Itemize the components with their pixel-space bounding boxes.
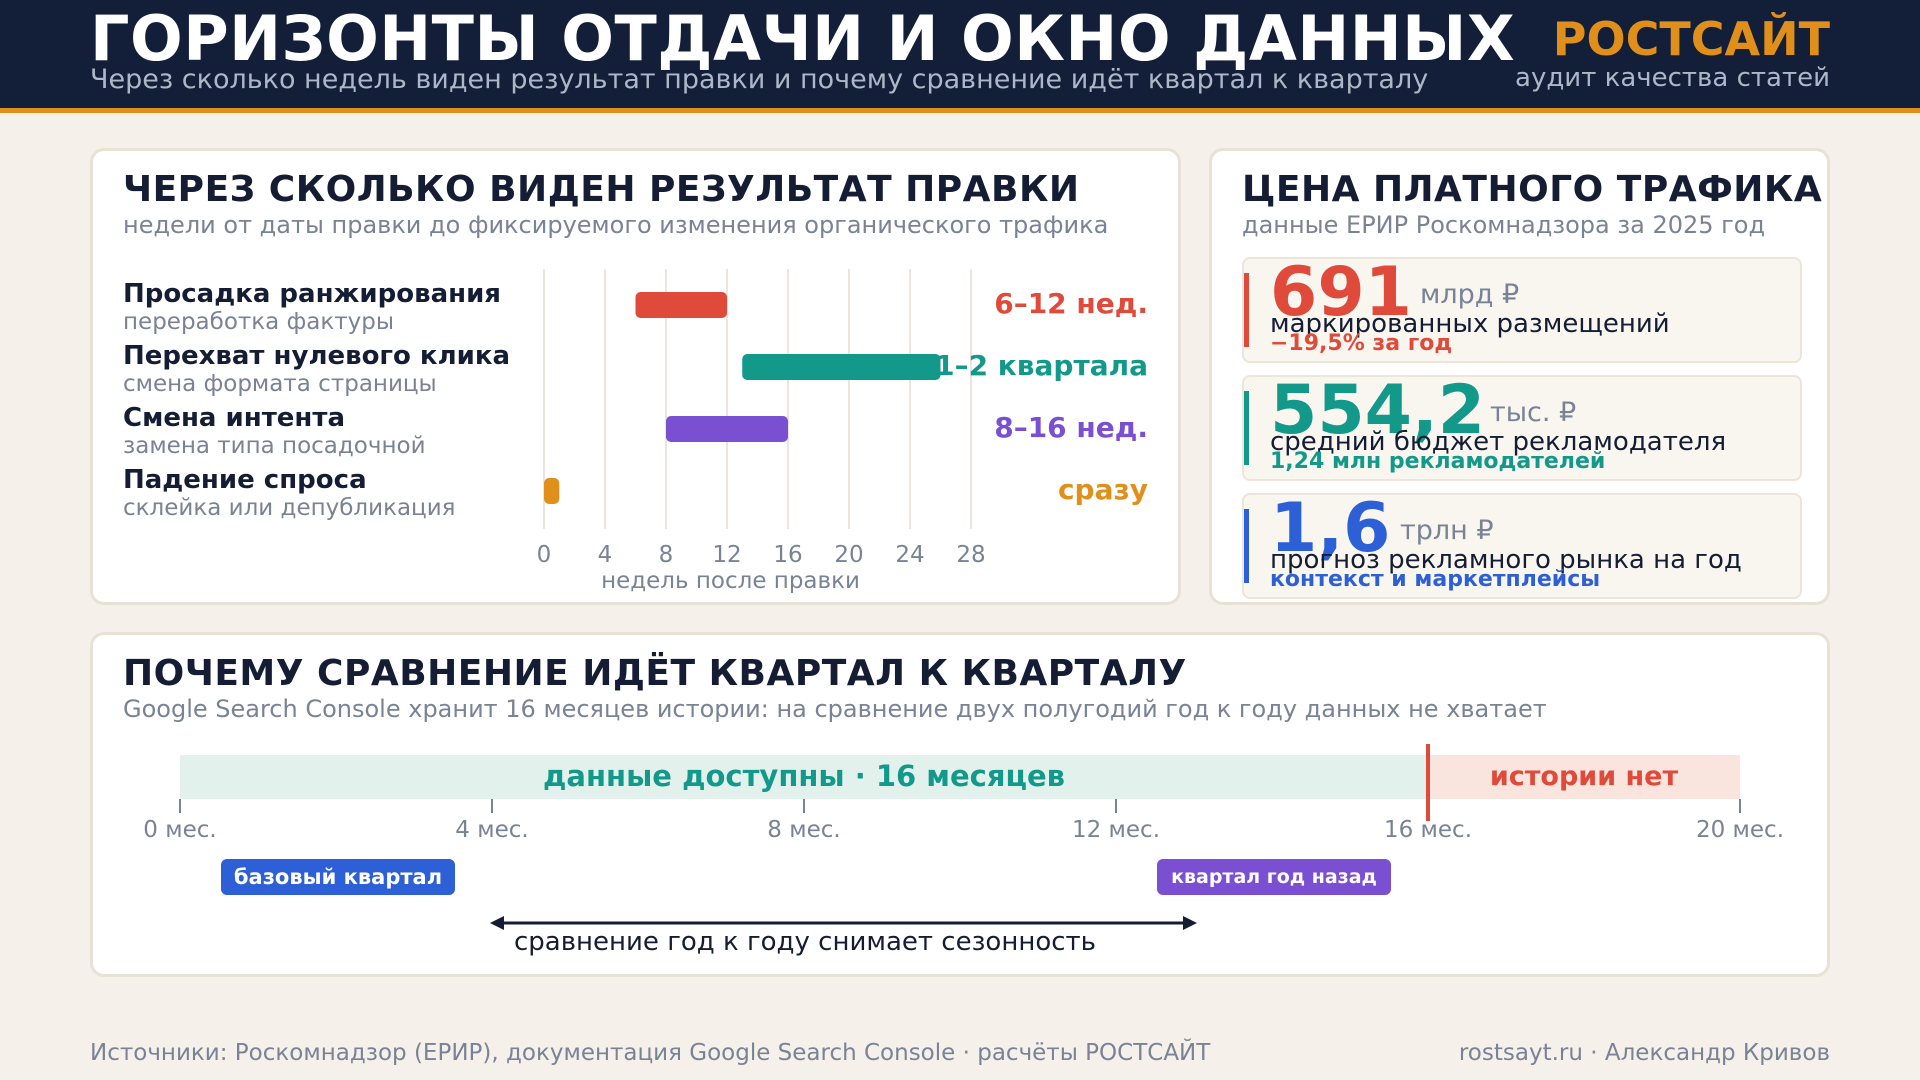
quarter-comparison-card: ПОЧЕМУ СРАВНЕНИЕ ИДЁТ КВАРТАЛ К КВАРТАЛУ… [90, 632, 1830, 977]
lag-chart-svg: 0 4 8 12 16 20 24 28 недель после правки [537, 269, 986, 594]
arrow-head-left [490, 916, 504, 930]
range-bar [742, 354, 941, 380]
lag-row-value: 6–12 нед. [994, 287, 1148, 320]
stat-description: средний бюджет рекламодателя [1270, 427, 1727, 457]
footer-sources: Источники: Роскомнадзор (ЕРИР), документ… [90, 1040, 1211, 1066]
stat-value: 554,2 [1270, 371, 1486, 450]
lag-row-title: Просадка ранжирования [123, 279, 501, 309]
timeline-tick-label: 12 мес. [1071, 817, 1161, 843]
lag-card-subtitle: недели от даты правки до фиксируемого из… [123, 211, 1109, 239]
no-history-segment-label: истории нет [1489, 761, 1679, 792]
history-window-svg [179, 744, 1741, 930]
lag-row-value: 8–16 нед. [994, 411, 1148, 444]
x-tick-label: 0 [537, 542, 552, 568]
stat-note: контекст и маркетплейсы [1270, 567, 1601, 592]
lag-row-label: Смена интента замена типа посадочной [123, 403, 426, 459]
timeline-tick-label: 8 мес. [767, 817, 841, 843]
price-card-subtitle: данные ЕРИР Роскомнадзора за 2025 год [1242, 211, 1766, 239]
missing-history-segment [1428, 755, 1740, 799]
lag-row-subtitle: переработка фактуры [123, 309, 395, 335]
x-tick-label: 16 [773, 542, 802, 568]
stat-card: 691 млрд ₽ маркированных размещений −19,… [1242, 253, 1802, 363]
stat-accent-bar [1244, 509, 1249, 583]
x-axis-label: недель после правки [601, 568, 860, 594]
available-segment-label: данные доступны · 16 месяцев [543, 759, 1065, 793]
stat-card: 1,6 трлн ₽ прогноз рекламного рынка на г… [1242, 489, 1802, 599]
range-bar [666, 416, 788, 442]
arrow-head-right [1183, 916, 1197, 930]
timeline-tick-label: 20 мес. [1695, 817, 1785, 843]
stat-accent-bar [1244, 391, 1249, 465]
lag-row-label: Падение спроса склейка или депубликация [123, 465, 456, 521]
footer-author: rostsayt.ru · Александр Кривов [1458, 1040, 1830, 1066]
stat-unit: тыс. ₽ [1490, 397, 1577, 428]
page-subtitle: Через сколько недель виден результат пра… [90, 64, 1429, 95]
quarter-card-title: ПОЧЕМУ СРАВНЕНИЕ ИДЁТ КВАРТАЛ К КВАРТАЛУ [123, 653, 1187, 694]
lag-row-value: 1–2 квартала [935, 349, 1148, 382]
timeline-tick-label: 0 мес. [143, 817, 217, 843]
x-tick-label: 20 [834, 542, 863, 568]
lag-row-value: сразу [1057, 473, 1148, 506]
timeline-tick-label: 4 мес. [455, 817, 529, 843]
lag-row-title: Падение спроса [123, 465, 367, 495]
lag-chart-card: ЧЕРЕЗ СКОЛЬКО ВИДЕН РЕЗУЛЬТАТ ПРАВКИ нед… [90, 148, 1181, 605]
x-tick-label: 12 [712, 542, 741, 568]
x-tick-label: 4 [598, 542, 613, 568]
lag-row-label: Перехват нулевого клика смена формата ст… [123, 341, 510, 397]
price-card-title: ЦЕНА ПЛАТНОГО ТРАФИКА [1242, 169, 1823, 210]
lag-card-title: ЧЕРЕЗ СКОЛЬКО ВИДЕН РЕЗУЛЬТАТ ПРАВКИ [123, 169, 1080, 210]
stat-value: 1,6 [1270, 489, 1391, 568]
stat-description: прогноз рекламного рынка на год [1270, 545, 1742, 575]
year-ago-quarter-badge: квартал год назад [1157, 859, 1391, 895]
lag-row-subtitle: смена формата страницы [123, 371, 437, 397]
brand-tagline: аудит качества статей [1515, 63, 1830, 93]
x-tick-label: 24 [895, 542, 924, 568]
lag-row-subtitle: замена типа посадочной [123, 433, 426, 459]
range-bar [635, 292, 727, 318]
stat-unit: млрд ₽ [1420, 279, 1520, 310]
lag-row-label: Просадка ранжирования переработка фактур… [123, 279, 501, 335]
available-history-segment [180, 755, 1428, 799]
x-tick-label: 28 [956, 542, 985, 568]
stat-description: маркированных размещений [1270, 309, 1670, 339]
stat-value: 691 [1270, 253, 1412, 332]
stat-accent-bar [1244, 273, 1249, 347]
yoy-comparison-caption: сравнение год к году снимает сезонность [513, 927, 1097, 957]
paid-traffic-card: ЦЕНА ПЛАТНОГО ТРАФИКА данные ЕРИР Роском… [1209, 148, 1830, 605]
lag-row-title: Перехват нулевого клика [123, 341, 511, 371]
timeline-tick-label: 16 мес. [1383, 817, 1473, 843]
page-title: ГОРИЗОНТЫ ОТДАЧИ И ОКНО ДАННЫХ [90, 2, 1516, 75]
stat-card: 554,2 тыс. ₽ средний бюджет рекламодател… [1242, 371, 1802, 481]
header-accent-line [0, 108, 1920, 113]
lag-row-subtitle: склейка или депубликация [123, 495, 456, 521]
x-tick-label: 8 [659, 542, 674, 568]
stat-note: −19,5% за год [1270, 331, 1453, 356]
range-bar [544, 478, 560, 504]
lag-row-title: Смена интента [123, 403, 345, 433]
header-bar [0, 0, 1920, 108]
brand-logo: РОСТСАЙТ [1552, 12, 1830, 66]
quarter-card-subtitle: Google Search Console хранит 16 месяцев … [123, 695, 1547, 723]
base-quarter-badge: базовый квартал [221, 859, 455, 895]
stat-unit: трлн ₽ [1400, 515, 1494, 546]
stat-note: 1,24 млн рекламодателей [1270, 449, 1606, 474]
